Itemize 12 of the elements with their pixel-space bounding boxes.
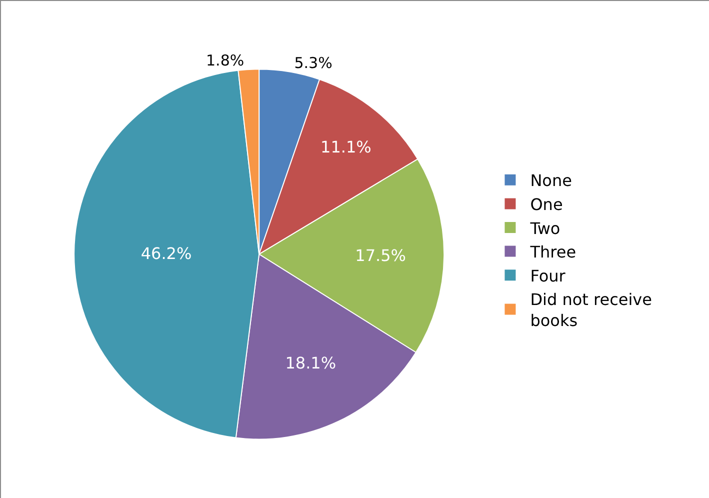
data-label: 5.3% [294,54,332,72]
legend-label: Four [530,266,566,286]
data-label: 1.8% [206,52,244,70]
data-label: 18.1% [285,353,336,372]
legend-label: Three [529,242,576,262]
legend-label: Did not receive books [530,290,652,330]
data-label: 11.1% [320,138,372,157]
legend-label: Two [529,218,560,238]
data-label: 17.5% [355,246,406,265]
data-label: 46.2% [140,244,192,264]
legend-label: None [530,171,572,190]
legend-label: One [530,194,563,214]
